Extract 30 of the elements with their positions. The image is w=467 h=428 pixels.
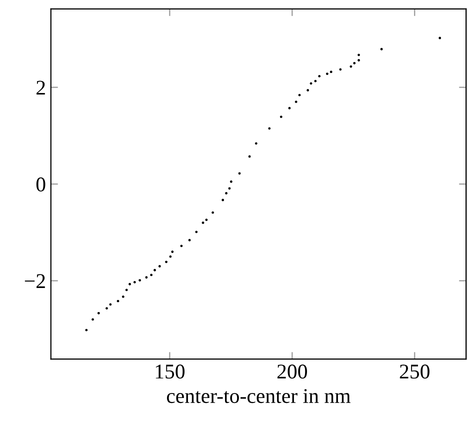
point <box>238 172 241 175</box>
point <box>222 198 224 202</box>
y-tick-label: 0 <box>36 177 46 192</box>
point <box>205 218 208 222</box>
point <box>150 274 153 276</box>
point <box>145 276 148 279</box>
point <box>380 48 383 50</box>
point <box>188 238 191 242</box>
point <box>280 116 282 118</box>
point <box>288 106 291 110</box>
y-tick-label: 2 <box>36 80 45 95</box>
x-tick-label: 250 <box>400 364 430 379</box>
point <box>212 211 214 214</box>
point <box>97 312 100 314</box>
point <box>230 180 232 183</box>
point <box>254 142 258 145</box>
x-tick-label: 200 <box>277 364 307 379</box>
point <box>438 36 442 40</box>
point <box>353 62 356 64</box>
x-tick-label: 150 <box>156 364 185 379</box>
point <box>125 288 128 292</box>
point <box>195 230 198 234</box>
y-tick-label: −2 <box>24 274 45 288</box>
point <box>228 187 231 190</box>
point <box>330 70 332 74</box>
x-axis-title: center-to-center in nm <box>166 389 350 404</box>
point <box>294 100 298 104</box>
point <box>339 68 342 71</box>
point <box>268 127 271 130</box>
point <box>85 328 88 332</box>
